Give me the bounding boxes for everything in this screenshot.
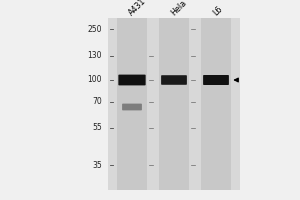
- Text: Hela: Hela: [169, 0, 188, 17]
- Text: A431: A431: [127, 0, 148, 17]
- Bar: [201, 18, 231, 190]
- Text: 55: 55: [92, 123, 102, 132]
- FancyBboxPatch shape: [161, 75, 187, 85]
- Bar: [108, 18, 240, 190]
- FancyBboxPatch shape: [203, 75, 229, 85]
- Text: 35: 35: [92, 160, 102, 170]
- Text: 130: 130: [88, 51, 102, 60]
- Bar: [117, 18, 147, 190]
- Bar: [159, 18, 189, 190]
- Text: 100: 100: [88, 75, 102, 84]
- Text: 70: 70: [92, 98, 102, 106]
- Text: 250: 250: [88, 24, 102, 33]
- Text: L6: L6: [211, 4, 224, 17]
- FancyBboxPatch shape: [118, 75, 146, 85]
- FancyBboxPatch shape: [122, 104, 142, 110]
